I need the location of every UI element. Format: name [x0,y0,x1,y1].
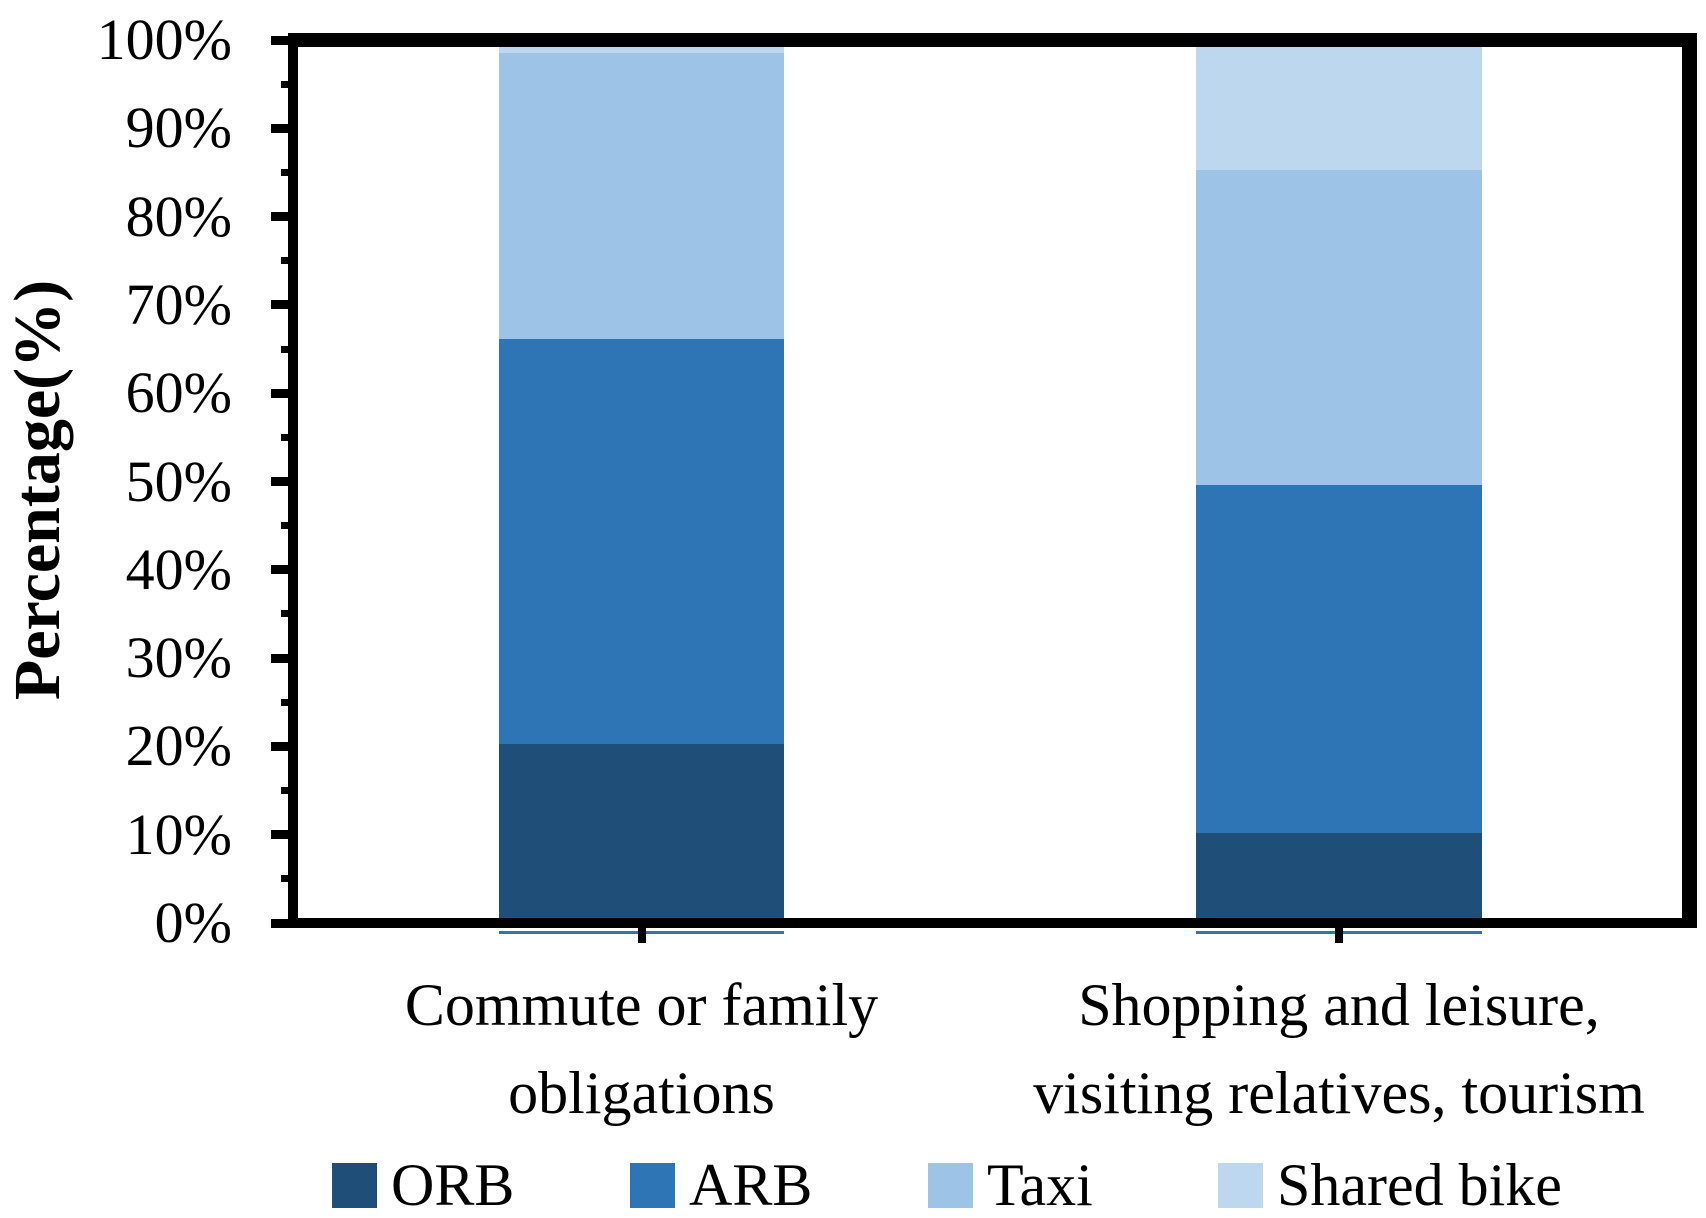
y-major-tick [271,300,298,310]
y-tick-label: 90% [125,95,232,161]
y-tick-label: 80% [125,183,232,249]
y-major-tick [271,918,298,928]
legend-item-shared-bike: Shared bike [1218,1151,1562,1218]
y-major-tick [271,830,298,840]
legend-item-arb: ARB [630,1151,813,1218]
y-tick-label: 50% [125,448,232,514]
y-tick-label: 100% [96,7,232,72]
bar-segment-arb [499,339,784,744]
bar-segment-orb [1196,832,1482,923]
y-major-tick [271,388,298,398]
x-category-tick [637,928,646,943]
y-tick-label: 60% [125,360,232,426]
legend-label-taxi: Taxi [987,1151,1093,1218]
legend-label-shared-bike: Shared bike [1277,1151,1562,1218]
legend-item-orb: ORB [332,1151,515,1218]
legend-label-orb: ORB [391,1151,515,1218]
plot-frame [288,33,1697,928]
y-tick-label: 70% [125,271,232,337]
bar-segment-taxi [499,53,784,340]
y-major-tick [271,123,298,133]
y-major-tick [271,212,298,222]
y-tick-label: 40% [125,536,232,602]
y-tick-label: 0% [154,890,232,955]
legend-swatch-orb [332,1162,377,1208]
x-category-tick [1335,928,1343,943]
legend-label-arb: ARB [689,1151,813,1218]
y-tick-label: 10% [125,801,232,867]
y-major-tick [271,653,298,663]
legend-swatch-taxi [928,1162,973,1208]
bar-segment-orb [499,743,784,923]
legend-swatch-shared-bike [1218,1162,1263,1208]
y-tick-label: 30% [125,625,232,691]
y-major-tick [271,741,298,751]
y-major-tick [271,565,298,575]
legend-swatch-arb [630,1162,675,1208]
category-label: Commute or family obligations [404,972,879,1126]
legend-item-taxi: Taxi [928,1151,1093,1218]
bar-segment-shared-bike [1196,40,1482,170]
category-label: Shopping and leisure, visiting relatives… [1033,972,1645,1126]
bar-segment-taxi [1196,169,1482,486]
y-major-tick [271,35,298,45]
y-major-tick [271,477,298,486]
bar-segment-arb [1196,485,1482,833]
y-tick-label: 20% [125,713,232,779]
